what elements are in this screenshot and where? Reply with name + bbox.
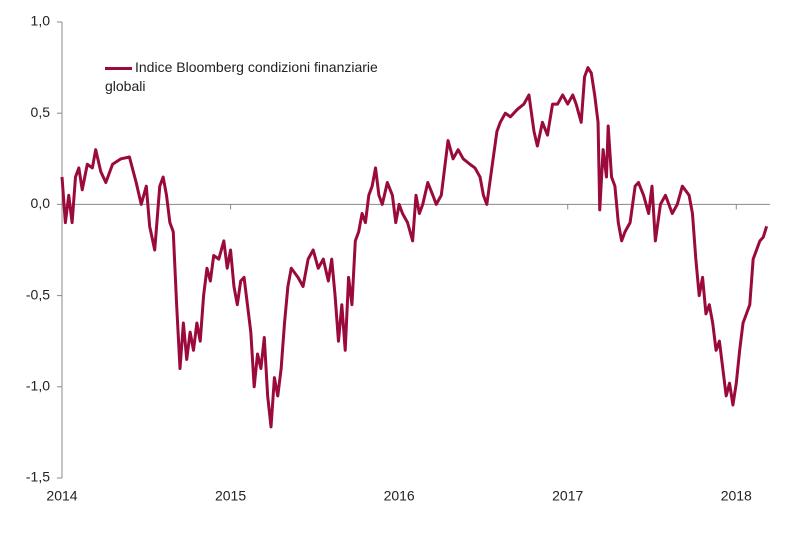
x-tick-label: 2018 [721,488,752,504]
line [60,66,769,429]
y-tick-label: 1,0 [31,13,51,29]
x-tick-label: 2014 [46,488,77,504]
y-tick-label: -1,5 [26,469,50,485]
y-tick-label: -1,0 [26,378,50,394]
legend-label: Indice Bloomberg condizioni finanziarie … [105,59,378,94]
x-tick-label: 2016 [384,488,415,504]
x-tick-label: 2017 [552,488,583,504]
y-tick-label: 0,5 [31,104,51,120]
x-tick-label: 2015 [215,488,246,504]
legend: Indice Bloomberg condizioni finanziarie … [105,58,405,96]
y-tick-label: -0,5 [26,286,50,302]
legend-swatch [105,66,132,70]
y-tick-label: 0,0 [31,195,51,211]
